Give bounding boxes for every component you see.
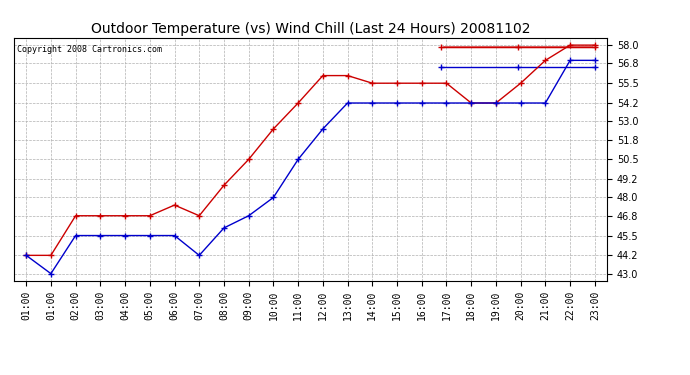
Text: Copyright 2008 Cartronics.com: Copyright 2008 Cartronics.com	[17, 45, 161, 54]
Title: Outdoor Temperature (vs) Wind Chill (Last 24 Hours) 20081102: Outdoor Temperature (vs) Wind Chill (Las…	[91, 22, 530, 36]
